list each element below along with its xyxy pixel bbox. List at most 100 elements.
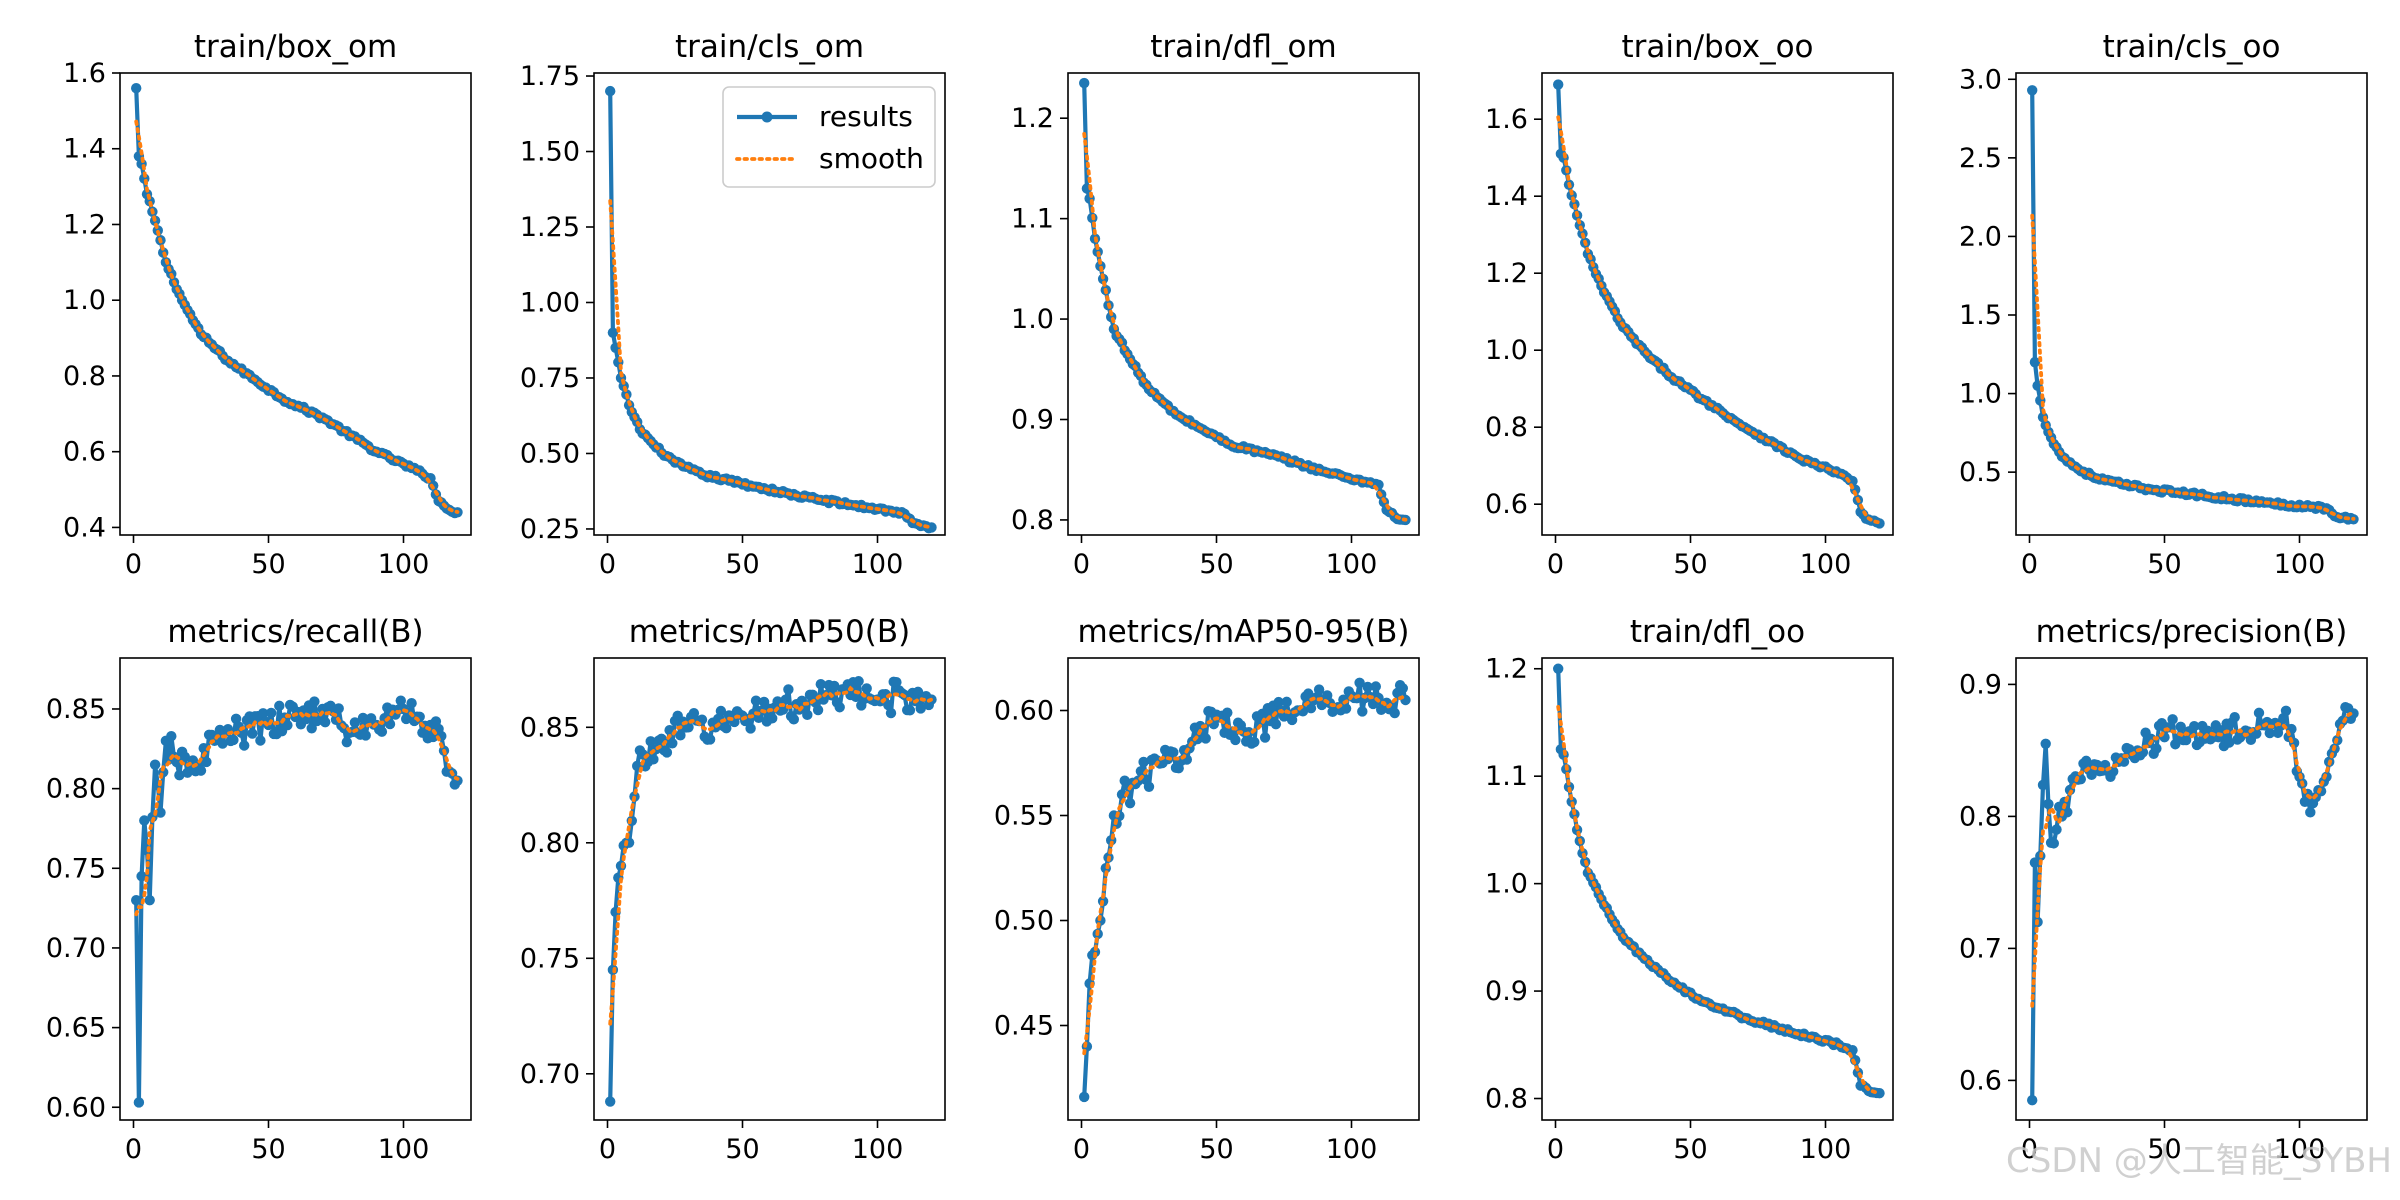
legend-box — [722, 86, 936, 188]
axes-frame — [1541, 72, 1894, 536]
results-point — [179, 751, 190, 763]
smooth-line — [608, 199, 934, 529]
y-tick-label: 0.50 — [994, 906, 1054, 937]
results-point — [174, 770, 185, 781]
x-tick-label: 100 — [1326, 1134, 1378, 1165]
results-point — [2229, 712, 2240, 723]
subplot-title-train-dfl-oo: train/dfl_oo — [1630, 614, 1805, 650]
results-point — [683, 722, 694, 733]
axes-frame — [2015, 657, 2368, 1121]
results-point — [2299, 796, 2311, 807]
results-point — [777, 704, 789, 715]
y-tick-label: 2.0 — [1959, 221, 2002, 252]
results-point — [395, 695, 406, 706]
results-point — [2180, 734, 2192, 746]
results-point — [2027, 1095, 2038, 1106]
results-point — [661, 747, 673, 758]
x-tick-label: 0 — [2021, 549, 2038, 580]
results-point — [1553, 79, 1564, 90]
subplot-title-metrics-precision-b: metrics/precision(B) — [2036, 614, 2348, 650]
results-point — [704, 734, 716, 745]
results-point — [715, 705, 727, 717]
y-tick-label: 1.1 — [1485, 761, 1528, 792]
y-tick-label: 0.6 — [1959, 1065, 2002, 1096]
csdn-watermark: CSDN @人工智能_SYBH — [2006, 1141, 2392, 1181]
results-point — [1362, 681, 1373, 693]
x-tick-label: 0 — [599, 1134, 616, 1165]
results-point — [667, 738, 678, 749]
subplot-metrics-map50-b: metrics/mAP50(B) 0 50 100 0.70 0.75 0.80 0.85 — [520, 614, 946, 1165]
results-point — [2264, 727, 2275, 739]
results-point — [883, 699, 894, 711]
x-tick-label: 100 — [1326, 549, 1378, 580]
subplot-title-metrics-map50-95-b: metrics/mAP50-95(B) — [1077, 614, 1409, 650]
results-point — [247, 728, 258, 739]
x-tick-label: 100 — [852, 1134, 904, 1165]
results-point — [1354, 677, 1365, 688]
y-tick-label: 1.4 — [1485, 181, 1528, 212]
y-tick-label: 1.2 — [1485, 258, 1528, 289]
results-point — [217, 738, 228, 749]
y-tick-label: 3.0 — [1959, 64, 2002, 95]
x-tick-label: 100 — [2274, 549, 2326, 580]
y-tick-label: 1.2 — [1011, 103, 1054, 134]
x-tick-label: 100 — [1800, 1134, 1852, 1165]
x-tick-label: 100 — [852, 549, 904, 580]
results-point — [2305, 807, 2316, 818]
y-tick-label: 0.9 — [1485, 976, 1528, 1007]
results-point — [788, 714, 799, 725]
smooth-line — [1556, 705, 1882, 1095]
subplot-metrics-precision-b: metrics/precision(B) 0 50 100 0.6 0.7 0.8 0.9 — [1959, 614, 2368, 1165]
y-tick-label: 0.75 — [520, 943, 580, 974]
y-tick-label: 0.55 — [994, 801, 1054, 832]
x-tick-label: 50 — [251, 1134, 285, 1165]
results-point — [605, 85, 616, 97]
axes-frame — [1067, 657, 1420, 1121]
y-tick-label: 0.9 — [1011, 405, 1054, 436]
results-point — [2086, 769, 2097, 781]
results-point — [228, 734, 239, 746]
results-point — [2040, 738, 2051, 749]
results-point — [309, 696, 320, 707]
results-point — [139, 815, 150, 826]
y-tick-label: 1.0 — [63, 285, 106, 316]
results-point — [834, 702, 845, 713]
x-tick-label: 0 — [599, 549, 616, 580]
results-point — [198, 743, 209, 754]
y-tick-label: 0.75 — [46, 853, 106, 884]
results-point — [645, 736, 656, 747]
results-point — [1124, 797, 1136, 809]
results-point — [2048, 838, 2059, 849]
axes-frame — [119, 657, 472, 1121]
subplot-train-dfl-oo: train/dfl_oo 0 50 100 0.8 0.9 1.0 1.1 1.2 — [1485, 614, 1894, 1165]
y-tick-label: 0.70 — [520, 1059, 580, 1090]
results-point — [1259, 732, 1271, 743]
results-point — [360, 730, 371, 741]
results-point — [155, 807, 166, 818]
results-point — [306, 723, 317, 734]
results-point — [255, 735, 266, 746]
x-tick-label: 50 — [1199, 549, 1233, 580]
results-point — [2043, 798, 2054, 810]
results-point — [2145, 733, 2157, 744]
smooth-line — [2030, 213, 2356, 521]
results-point — [349, 717, 361, 728]
results-point — [131, 82, 142, 94]
results-point — [745, 723, 756, 734]
axes-frame — [593, 657, 946, 1121]
subplot-title-train-box-oo: train/box_oo — [1621, 29, 1813, 65]
y-tick-label: 0.80 — [520, 828, 580, 859]
results-point — [1357, 706, 1368, 717]
results-point — [2037, 779, 2049, 791]
subplot-metrics-map50-95-b: metrics/mAP50-95(B) 0 50 100 0.45 0.50 0.55 0.6… — [994, 614, 1420, 1165]
results-point — [815, 678, 826, 690]
results-point — [2280, 705, 2292, 716]
results-point — [1370, 681, 1382, 692]
y-tick-label: 0.85 — [520, 712, 580, 743]
y-tick-label: 1.0 — [1485, 335, 1528, 366]
results-point — [1230, 734, 1241, 746]
results-point — [282, 719, 293, 731]
results-point — [607, 327, 619, 338]
results-point — [239, 740, 250, 751]
